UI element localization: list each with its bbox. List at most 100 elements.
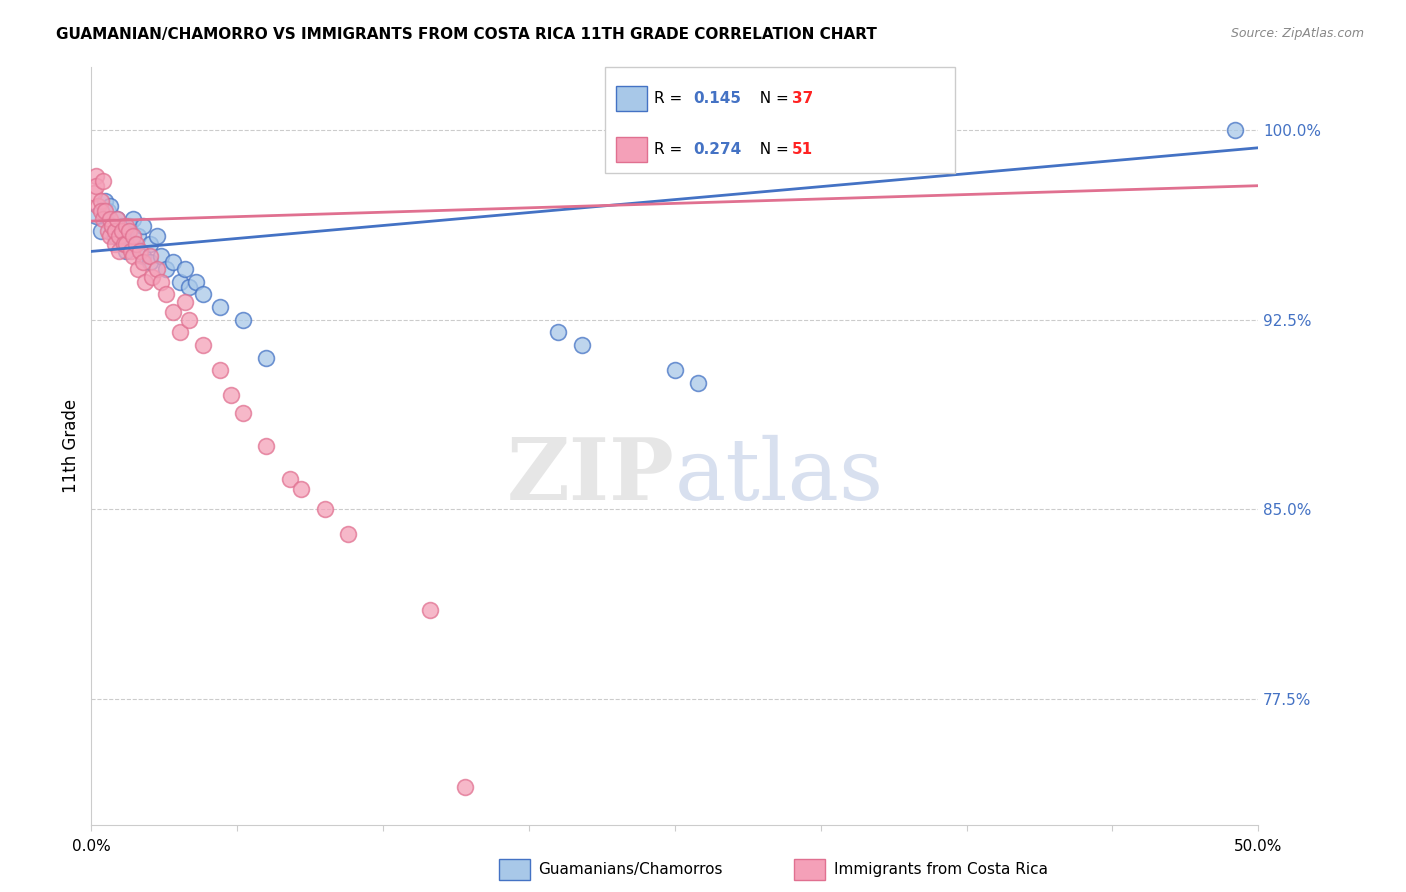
Point: [155, 262, 177, 277]
Point: [90, 194, 112, 208]
Text: ZIP: ZIP: [508, 434, 675, 518]
Point: [83, 186, 105, 201]
Point: [90, 203, 112, 218]
Point: [90, 224, 112, 238]
Point: [138, 254, 162, 268]
Point: [91, 211, 114, 226]
Text: GUAMANIAN/CHAMORRO VS IMMIGRANTS FROM COSTA RICA 11TH GRADE CORRELATION CHART: GUAMANIAN/CHAMORRO VS IMMIGRANTS FROM CO…: [56, 27, 877, 42]
Point: [105, 211, 128, 226]
Point: [186, 275, 208, 289]
Point: [155, 287, 177, 301]
Point: [111, 224, 134, 238]
Point: [141, 269, 163, 284]
Point: [193, 287, 215, 301]
Point: [104, 236, 127, 251]
Text: 0.145: 0.145: [693, 91, 741, 106]
Point: [547, 325, 569, 339]
Point: [256, 351, 278, 365]
Point: [118, 224, 141, 238]
Point: [104, 229, 127, 244]
Point: [108, 244, 131, 259]
Point: [115, 219, 138, 234]
Point: [314, 502, 336, 516]
Point: [132, 254, 155, 268]
Point: [688, 376, 710, 390]
Point: [454, 780, 477, 795]
Point: [162, 305, 184, 319]
Y-axis label: 11th Grade: 11th Grade: [62, 399, 80, 493]
Text: N =: N =: [749, 91, 793, 106]
Text: N =: N =: [749, 142, 793, 157]
Text: 0.274: 0.274: [693, 142, 742, 157]
Point: [91, 173, 114, 187]
Point: [1223, 123, 1246, 137]
Point: [108, 224, 131, 238]
Point: [129, 244, 152, 259]
Point: [84, 169, 107, 183]
Point: [101, 219, 124, 234]
Point: [278, 472, 301, 486]
Point: [208, 300, 231, 314]
Point: [125, 236, 148, 251]
Point: [122, 229, 145, 244]
Point: [179, 280, 201, 294]
Point: [87, 199, 110, 213]
Point: [232, 312, 254, 326]
Point: [118, 219, 141, 234]
Text: 51: 51: [792, 142, 813, 157]
Point: [571, 338, 593, 352]
Point: [98, 229, 121, 244]
Point: [179, 312, 201, 326]
Point: [132, 250, 155, 264]
Point: [145, 229, 167, 244]
Point: [115, 229, 138, 244]
Text: atlas: atlas: [675, 434, 884, 518]
Point: [232, 406, 254, 420]
Point: [94, 203, 117, 218]
Text: 37: 37: [792, 91, 813, 106]
Point: [127, 229, 149, 244]
Text: Source: ZipAtlas.com: Source: ZipAtlas.com: [1230, 27, 1364, 40]
Point: [97, 203, 120, 218]
Point: [221, 388, 243, 402]
Point: [290, 482, 312, 496]
Point: [173, 262, 195, 277]
Point: [169, 325, 191, 339]
Point: [101, 219, 124, 234]
Point: [127, 262, 149, 277]
Point: [145, 262, 167, 277]
Point: [98, 211, 121, 226]
Point: [173, 294, 195, 309]
Point: [94, 194, 117, 208]
Point: [256, 439, 278, 453]
Point: [120, 244, 142, 259]
Point: [98, 199, 121, 213]
Point: [115, 244, 138, 259]
Point: [112, 236, 135, 251]
Point: [111, 219, 134, 234]
Point: [150, 275, 173, 289]
Point: [122, 250, 145, 264]
Point: [84, 209, 107, 223]
Point: [84, 178, 107, 193]
Point: [419, 603, 441, 617]
Point: [97, 224, 120, 238]
Point: [122, 211, 145, 226]
Point: [138, 250, 162, 264]
Text: R =: R =: [654, 91, 688, 106]
Point: [104, 224, 127, 238]
Point: [108, 229, 131, 244]
Point: [122, 236, 145, 251]
Point: [208, 363, 231, 377]
Point: [150, 250, 173, 264]
Point: [105, 211, 128, 226]
Point: [193, 338, 215, 352]
Point: [664, 363, 686, 377]
Point: [134, 275, 156, 289]
Point: [162, 254, 184, 268]
Point: [138, 236, 162, 251]
Point: [132, 219, 155, 234]
Point: [169, 275, 191, 289]
Point: [337, 527, 360, 541]
Point: [115, 236, 138, 251]
